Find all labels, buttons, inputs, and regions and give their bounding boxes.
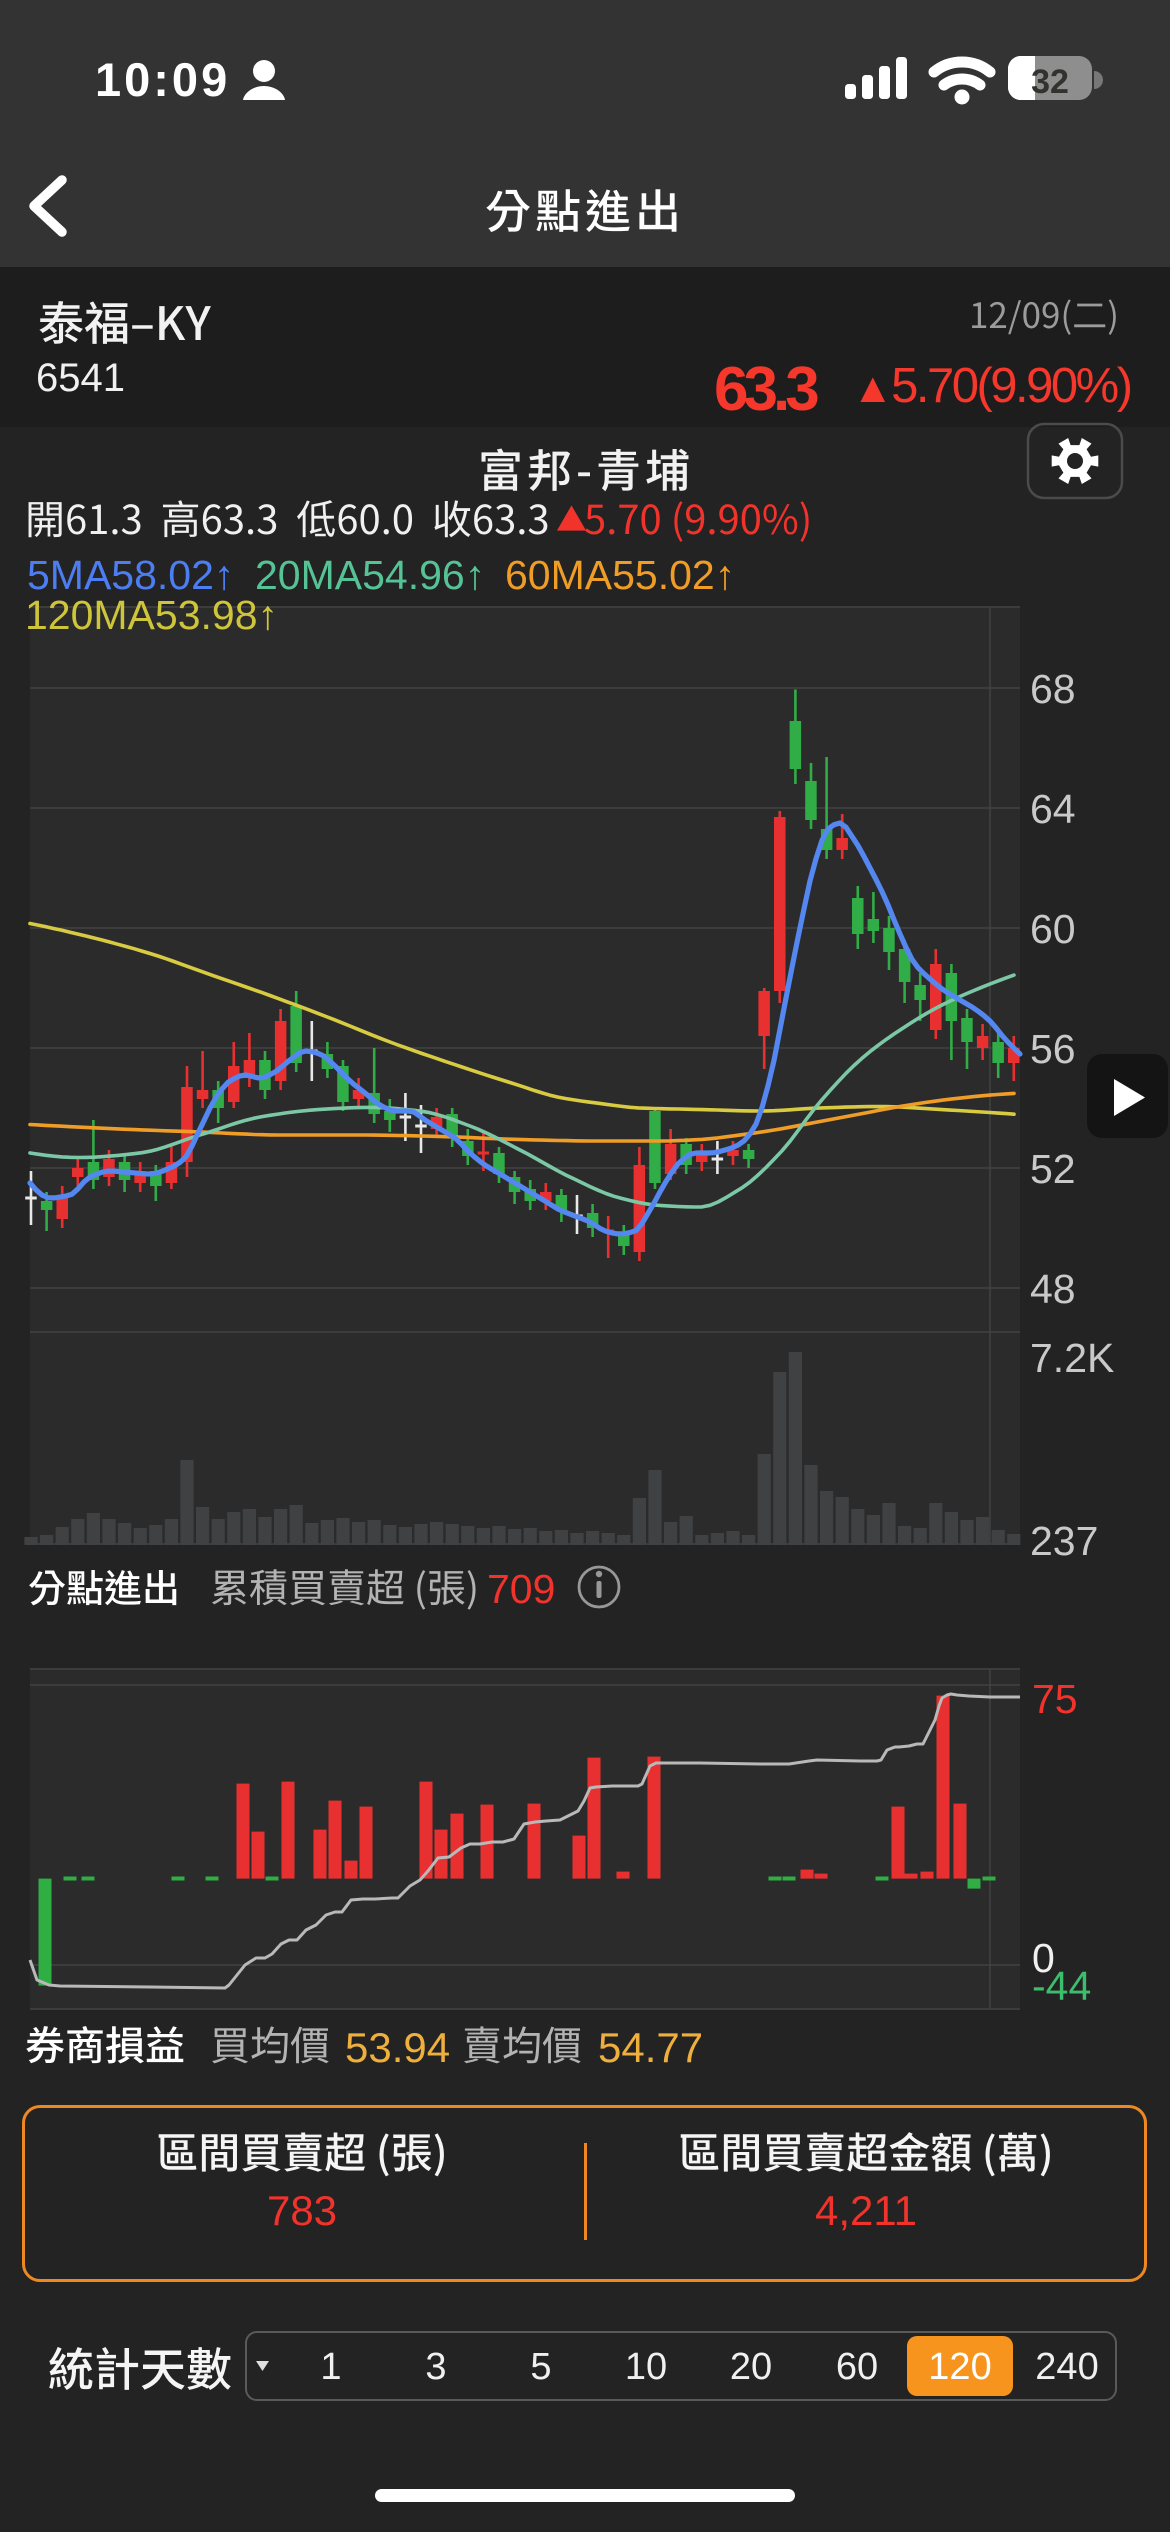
svg-text:32: 32 (1031, 63, 1069, 101)
